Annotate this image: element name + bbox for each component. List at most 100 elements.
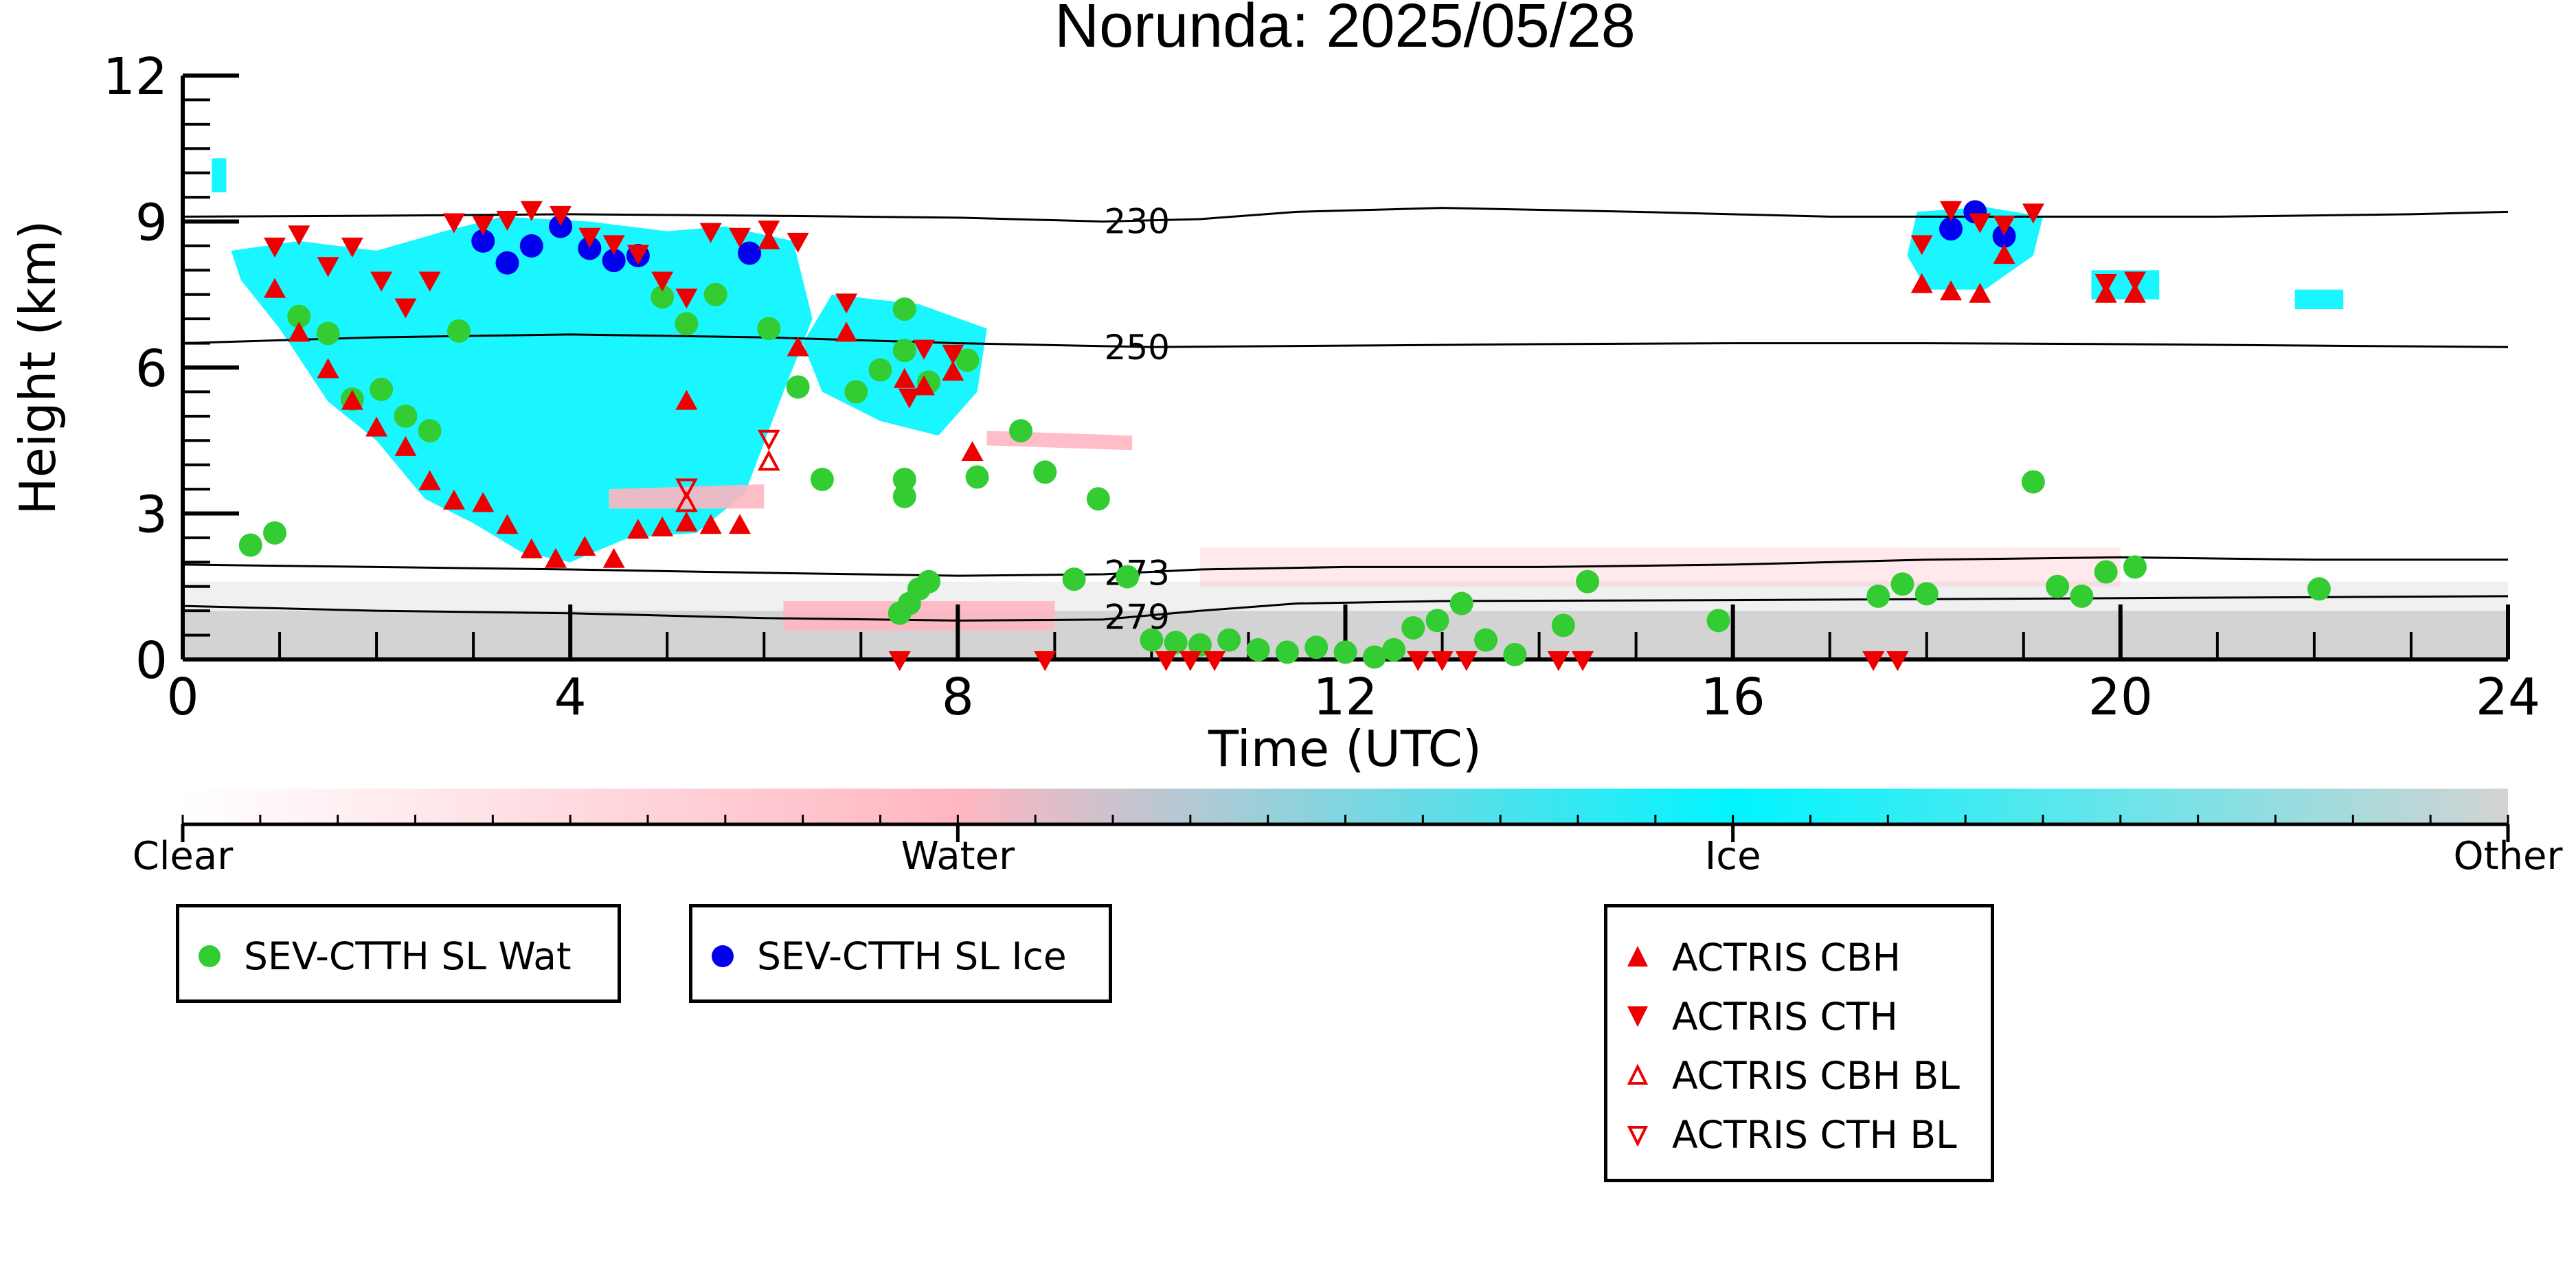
series-point [1116,565,1140,589]
series-point [442,213,465,234]
series-point [675,511,698,532]
series-point [263,278,286,298]
series-point [835,293,858,314]
legend-entry: ACTRIS CTH [1607,987,1991,1046]
legend-label: ACTRIS CTH BL [1672,1113,1957,1157]
legend-label: ACTRIS CBH BL [1672,1054,1960,1098]
series-point [472,492,495,512]
legend-label: SEV-CTTH SL Ice [757,934,1067,978]
series-point [1969,282,1991,303]
x-tick-label: 8 [942,668,974,727]
isotherm-line [182,333,2509,348]
x-tick-label: 16 [1701,668,1765,727]
series-point [1940,280,1963,301]
series-point [578,227,601,248]
series-point [2123,555,2147,579]
series-point [495,251,519,275]
series-point [549,214,573,238]
colorbar-label: Other [2453,834,2563,879]
series-point [1914,582,1939,606]
series-point [520,538,543,558]
series-point [1455,651,1478,671]
series-point [1862,651,1885,671]
series-point [263,237,286,258]
series-point [703,282,727,306]
y-axis-label: Height (km) [9,221,67,515]
series-point [1217,628,1241,652]
series-point [787,232,809,253]
series-point [1204,651,1226,671]
x-tick-label: 0 [166,668,199,727]
series-point [317,257,339,278]
series-point [699,223,722,243]
series-point [1407,651,1430,671]
series-point [2046,574,2070,598]
legend-entry: SEV-CTTH SL Ice [692,927,1109,986]
series-point [341,237,363,258]
series-point [2094,560,2118,584]
series-point [418,419,442,443]
series-point [1449,591,1473,615]
series-point [888,651,911,671]
legend-actris: ACTRIS CBH ACTRIS CTH ACTRIS CBH BL ACTR… [1604,904,1994,1182]
colorbar-label: Ice [1704,834,1761,879]
series-point [394,436,417,456]
series-point [365,416,388,437]
series-point [1547,651,1570,671]
series-point [1033,460,1057,484]
series-point [758,221,780,241]
legend-entry: ACTRIS CBH [1607,928,1991,987]
cloud-region [212,158,227,192]
series-point [471,229,495,253]
x-tick-label: 20 [2088,668,2153,727]
series-point [892,467,916,491]
series-point [288,321,310,342]
series-point [868,358,892,382]
colorbar-ticks [181,815,2510,842]
legend-label: SEV-CTTH SL Wat [244,934,572,978]
isotherm-layer: 230250273279 [182,201,2509,637]
series-point [1572,651,1594,671]
series-point [472,216,495,236]
series-point [545,547,567,568]
series-point [699,514,722,534]
series-point [578,236,602,260]
series-point [844,380,868,404]
series-point [626,245,649,265]
series-point [1140,628,1164,652]
series-point [1246,637,1270,662]
series-point [2123,271,2146,292]
series-point [1086,487,1110,511]
triangle-up-icon [1627,946,1648,967]
legend-entry: ACTRIS CBH BL [1607,1046,1991,1105]
series-point [1401,615,1425,640]
series-point [1939,217,1963,241]
series-point [757,317,781,341]
chart-title: Norunda: 2025/05/28 [1054,0,1636,60]
series-point [2094,274,2117,295]
y-tick-label: 9 [135,194,168,253]
series-point [956,348,980,372]
series-point [675,491,698,512]
series-point [898,388,920,409]
series-point [1910,235,1933,256]
series-point [651,285,675,309]
series-point [675,312,699,336]
series-point [892,339,916,363]
y-tick-label: 6 [135,339,168,398]
series-point [1993,244,2015,264]
triangle-down-open-icon [1627,1126,1649,1147]
series-point [238,533,262,557]
series-point [2022,203,2044,224]
series-point [1551,613,1575,637]
series-point [370,377,394,401]
series-point [1993,216,2015,236]
series-point [550,205,572,226]
legend-entry: ACTRIS CTH BL [1607,1105,1991,1164]
legend-entry: SEV-CTTH SL Wat [179,927,618,986]
series-point [965,465,989,489]
series-point [651,271,674,292]
series-point [1706,609,1730,633]
x-tick-label: 4 [554,668,587,727]
series-point [786,375,810,399]
